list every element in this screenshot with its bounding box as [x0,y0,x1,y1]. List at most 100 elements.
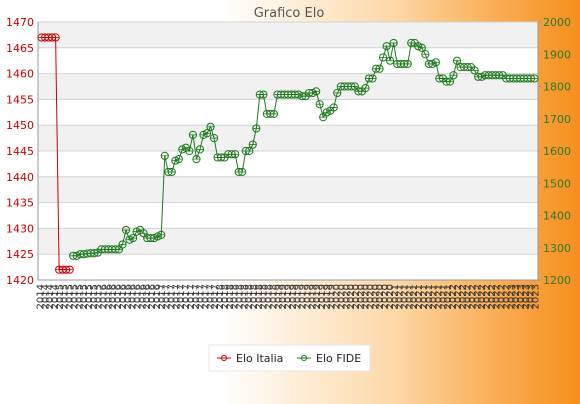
right-tick-label: 1800 [543,81,571,94]
x-tick-label: 2016 [133,284,144,309]
x-tick-label: 2019 [312,284,323,309]
right-tick-label: 1200 [543,274,571,287]
x-tick-label: 2019 [288,284,299,309]
x-tick-label: 2015 [69,284,80,309]
x-tick-label: 2021 [424,284,435,309]
grid-band [38,176,538,203]
x-tick-label: 2019 [327,284,338,309]
left-tick-label: 1420 [6,274,34,287]
x-tick-label: 2019 [298,284,309,309]
x-tick-label: 2018 [259,284,270,309]
x-tick-label: 2020 [341,284,352,309]
legend-box [208,344,371,372]
x-tick-label: 2020 [380,284,391,309]
x-tick-label: 2022 [497,284,508,309]
x-tick-label: 2019 [293,284,304,309]
x-tick-label: 2017 [162,284,173,309]
x-tick-label: 2022 [463,284,474,309]
x-tick-label: 2015 [84,284,95,309]
x-tick-label: 2022 [453,284,464,309]
left-tick-label: 1460 [6,68,34,81]
x-tick-label: 2016 [99,284,110,309]
x-tick-label: 2015 [65,284,76,309]
left-tick-label: 1455 [6,93,34,106]
x-tick-label: 2022 [477,284,488,309]
x-tick-label: 2014 [50,284,61,309]
x-tick-label: 2020 [361,284,372,309]
x-tick-label: 2017 [157,284,168,309]
x-tick-label: 2016 [142,284,153,309]
x-tick-label: 2021 [443,284,454,309]
x-tick-label: 2020 [370,284,381,309]
x-tick-label: 2016 [137,284,148,309]
x-tick-label: 2023 [531,284,542,309]
x-tick-label: 2021 [404,284,415,309]
x-tick-label: 2022 [467,284,478,309]
x-tick-label: 2019 [302,284,313,309]
x-tick-label: 2016 [103,284,114,309]
x-tick-label: 2015 [89,284,100,309]
x-tick-label: 2018 [230,284,241,309]
x-tick-label: 2022 [501,284,512,309]
chart-title: Grafico Elo [254,6,325,21]
x-tick-label: 2018 [254,284,265,309]
x-tick-label: 2017 [200,284,211,309]
x-tick-label: 2018 [220,284,231,309]
right-tick-label: 2000 [543,16,571,29]
x-tick-label: 2014 [40,284,51,309]
x-tick-label: 2023 [521,284,532,309]
x-tick-label: 2015 [74,284,85,309]
x-tick-label: 2020 [366,284,377,309]
x-tick-label: 2018 [239,284,250,309]
x-tick-label: 2017 [167,284,178,309]
x-tick-label: 2021 [414,284,425,309]
x-tick-label: 2018 [249,284,260,309]
x-tick-label: 2022 [458,284,469,309]
x-tick-label: 2017 [191,284,202,309]
x-tick-label: 2019 [317,284,328,309]
x-tick-label: 2016 [118,284,129,309]
x-tick-label: 2021 [395,284,406,309]
x-tick-label: 2020 [385,284,396,309]
x-tick-label: 2020 [336,284,347,309]
x-tick-label: 2021 [419,284,430,309]
x-tick-label: 2023 [516,284,527,309]
legend-marker-elo-fide [301,355,307,361]
x-tick-label: 2023 [506,284,517,309]
x-tick-label: 2014 [35,284,46,309]
x-tick-label: 2017 [176,284,187,309]
legend-label-elo-italia: Elo Italia [236,352,283,365]
x-tick-label: 2017 [171,284,182,309]
x-tick-label: 2016 [123,284,134,309]
left-tick-label: 1450 [6,119,34,132]
x-tick-label: 2014 [45,284,56,309]
x-tick-label: 2021 [390,284,401,309]
x-tick-label: 2019 [283,284,294,309]
x-tick-label: 2018 [268,284,279,309]
x-tick-label: 2018 [215,284,226,309]
left-tick-label: 1470 [6,16,34,29]
left-tick-label: 1425 [6,248,34,261]
x-tick-label: 2015 [55,284,66,309]
x-tick-label: 2022 [487,284,498,309]
left-tick-label: 1440 [6,171,34,184]
left-tick-label: 1435 [6,197,34,210]
left-tick-label: 1445 [6,145,34,158]
x-tick-label: 2020 [346,284,357,309]
left-tick-label: 1465 [6,42,34,55]
right-tick-label: 1600 [543,145,571,158]
x-tick-label: 2019 [273,284,284,309]
x-tick-label: 2015 [79,284,90,309]
x-tick-label: 2021 [438,284,449,309]
x-tick-label: 2021 [409,284,420,309]
grid-band [38,22,538,48]
x-tick-label: 2020 [351,284,362,309]
x-tick-label: 2022 [472,284,483,309]
x-tick-label: 2021 [433,284,444,309]
x-tick-label: 2020 [332,284,343,309]
legend-marker-elo-italia [221,355,227,361]
x-tick-label: 2015 [60,284,71,309]
x-tick-label: 2020 [356,284,367,309]
